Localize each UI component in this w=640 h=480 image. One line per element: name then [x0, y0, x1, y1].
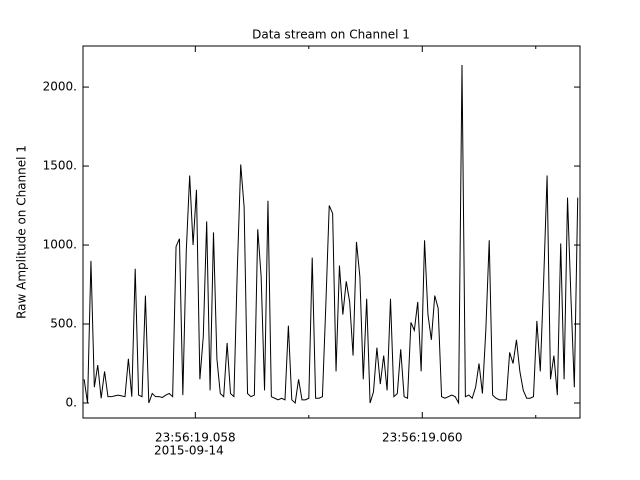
y-tick-label: 0. — [66, 395, 77, 409]
y-tick-label: 1500. — [43, 159, 77, 173]
data-line — [83, 64, 579, 405]
x-tick-label: 23:56:19.060 — [382, 431, 463, 445]
x-offset-label: 2015-09-14 — [154, 444, 224, 458]
chart-title: Data stream on Channel 1 — [252, 28, 410, 42]
y-tick-label: 1000. — [43, 238, 77, 252]
y-axis-label: Raw Amplitude on Channel 1 — [15, 145, 29, 319]
y-tick-label: 2000. — [43, 80, 77, 94]
y-tick-label: 500. — [50, 317, 77, 331]
x-tick-label: 23:56:19.058 — [155, 431, 236, 445]
axes-frame — [82, 45, 581, 419]
